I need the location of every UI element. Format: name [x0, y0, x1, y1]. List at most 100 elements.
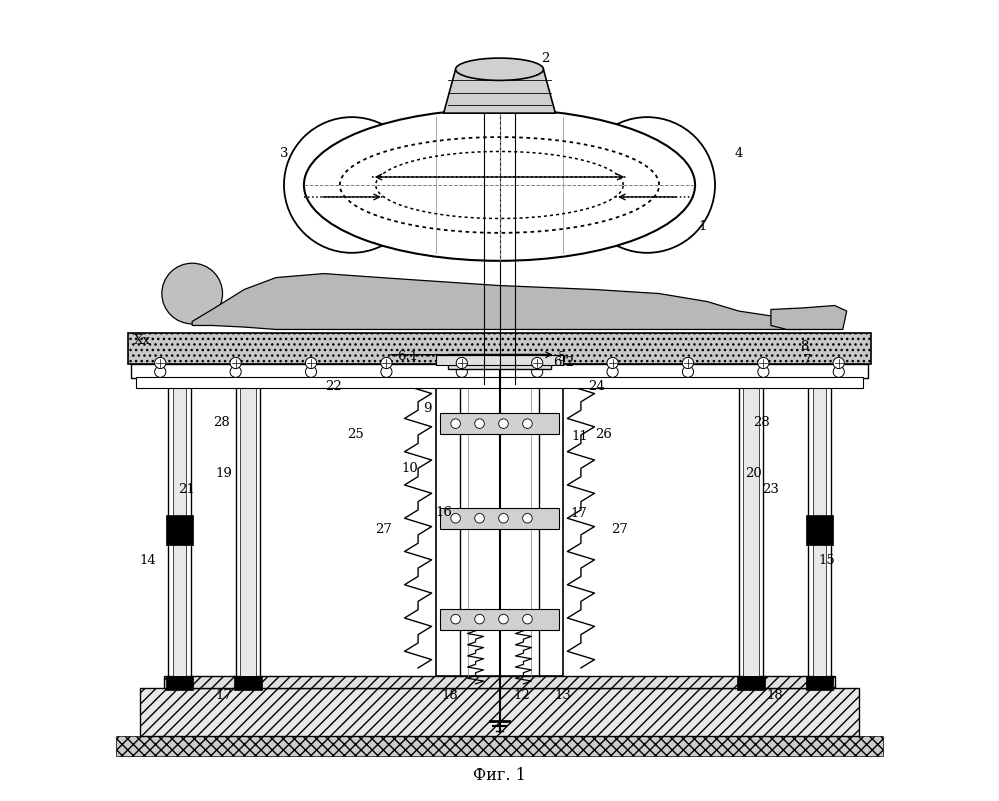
Text: 27: 27: [610, 523, 627, 537]
Ellipse shape: [579, 117, 715, 253]
Circle shape: [451, 513, 461, 523]
Text: Фиг. 1: Фиг. 1: [474, 767, 525, 784]
Bar: [136, 376, 863, 388]
Ellipse shape: [304, 109, 695, 261]
Circle shape: [833, 366, 844, 377]
Polygon shape: [771, 305, 847, 329]
Bar: [440, 609, 559, 630]
Circle shape: [475, 614, 485, 624]
Text: 21: 21: [178, 483, 195, 497]
Bar: [448, 354, 551, 368]
Bar: [813, 364, 826, 676]
Bar: [440, 508, 559, 529]
Bar: [240, 364, 256, 676]
Text: 28: 28: [214, 417, 230, 429]
Circle shape: [306, 357, 317, 368]
Text: 18: 18: [442, 690, 459, 702]
Text: Хх: Хх: [134, 334, 150, 347]
Bar: [436, 355, 563, 364]
Bar: [140, 688, 859, 736]
Circle shape: [162, 264, 223, 324]
Circle shape: [522, 614, 532, 624]
Circle shape: [451, 614, 461, 624]
Circle shape: [522, 513, 532, 523]
Text: 8: 8: [800, 340, 808, 352]
Text: 16: 16: [436, 505, 453, 519]
Circle shape: [381, 366, 392, 377]
Bar: [743, 364, 759, 676]
Text: 17: 17: [216, 690, 233, 702]
Circle shape: [758, 357, 769, 368]
Circle shape: [499, 513, 508, 523]
Circle shape: [522, 419, 532, 429]
Text: 6.1: 6.1: [398, 350, 419, 363]
Circle shape: [833, 357, 844, 368]
Text: 3: 3: [280, 147, 289, 159]
Circle shape: [607, 366, 618, 377]
Circle shape: [475, 419, 485, 429]
Circle shape: [607, 357, 618, 368]
Bar: [131, 364, 868, 378]
Circle shape: [457, 357, 468, 368]
Bar: [166, 676, 193, 690]
Text: 23: 23: [762, 483, 779, 497]
Text: 26: 26: [594, 428, 611, 441]
Bar: [234, 676, 263, 690]
Text: 28: 28: [753, 417, 769, 429]
Polygon shape: [444, 69, 555, 113]
Text: 11: 11: [571, 430, 587, 443]
Bar: [739, 364, 763, 676]
Bar: [440, 413, 559, 434]
Text: 2: 2: [541, 52, 550, 66]
Bar: [128, 333, 871, 364]
Text: 19: 19: [216, 468, 233, 481]
Circle shape: [682, 366, 693, 377]
Circle shape: [306, 366, 317, 377]
Circle shape: [155, 357, 166, 368]
Bar: [436, 360, 563, 676]
Text: 27: 27: [376, 523, 393, 537]
Ellipse shape: [456, 58, 543, 80]
Circle shape: [451, 419, 461, 429]
Text: 1: 1: [699, 220, 707, 233]
Bar: [808, 364, 831, 676]
Circle shape: [230, 357, 241, 368]
Text: 9: 9: [424, 402, 432, 415]
Text: 22: 22: [325, 380, 342, 392]
Circle shape: [758, 366, 769, 377]
Text: 18: 18: [766, 690, 783, 702]
Circle shape: [531, 366, 542, 377]
Circle shape: [381, 357, 392, 368]
Circle shape: [230, 366, 241, 377]
Bar: [236, 364, 260, 676]
Ellipse shape: [284, 117, 420, 253]
Circle shape: [531, 357, 542, 368]
Circle shape: [499, 419, 508, 429]
Circle shape: [457, 366, 468, 377]
Text: 12: 12: [513, 690, 530, 702]
Text: 20: 20: [745, 468, 761, 481]
Text: 10: 10: [402, 462, 419, 475]
Text: 15: 15: [818, 553, 835, 566]
Polygon shape: [192, 274, 803, 329]
Text: 17: 17: [570, 507, 587, 521]
Text: 13: 13: [554, 690, 571, 702]
Text: 4: 4: [735, 147, 743, 159]
Text: 14: 14: [140, 553, 157, 566]
Text: 25: 25: [348, 428, 365, 441]
Bar: [168, 364, 191, 676]
Text: 5: 5: [557, 351, 566, 364]
Bar: [806, 515, 833, 545]
Bar: [173, 364, 186, 676]
Circle shape: [499, 614, 508, 624]
Text: 24: 24: [588, 380, 605, 392]
Circle shape: [682, 357, 693, 368]
Circle shape: [155, 366, 166, 377]
Text: 7: 7: [802, 354, 811, 367]
Bar: [736, 676, 765, 690]
Bar: [806, 676, 833, 690]
Bar: [116, 736, 883, 755]
Bar: [164, 676, 835, 688]
Text: 6.2: 6.2: [552, 356, 573, 368]
Bar: [166, 515, 193, 545]
